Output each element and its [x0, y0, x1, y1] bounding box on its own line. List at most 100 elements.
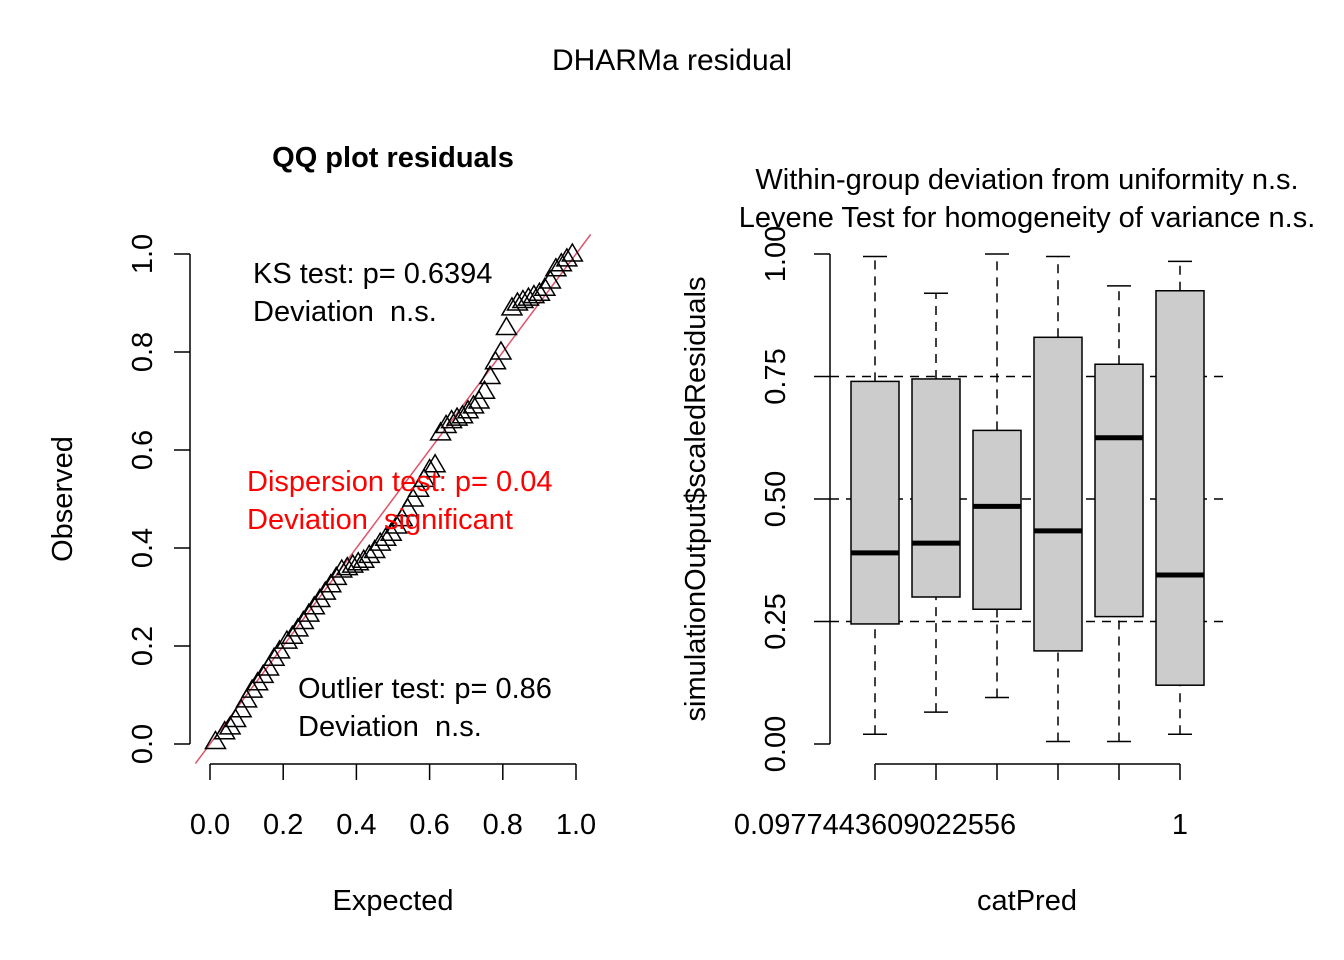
- boxplot-axes: 0.00 0.25 0.50 0.75 1.00 0.0977443609022556 1: [734, 226, 1188, 841]
- qq-point: [246, 671, 269, 691]
- qq-point: [385, 514, 408, 534]
- boxplot-box: [911, 378, 961, 598]
- qq-point: [473, 379, 496, 399]
- qq-points: [204, 242, 584, 750]
- boxplot-box: [972, 429, 1022, 610]
- qq-point: [257, 656, 280, 676]
- qq-annotations: KS test: p= 0.6394 Deviation n.s. Dispersi…: [247, 258, 552, 743]
- qq-point: [522, 284, 546, 304]
- qq-point: [352, 548, 376, 568]
- qq-point: [555, 247, 579, 267]
- qq-point: [561, 242, 584, 262]
- qq-point: [368, 531, 392, 551]
- boxplot-x-tick-label: 0.0977443609022556: [734, 809, 1016, 841]
- qq-point: [528, 281, 551, 301]
- qq-point: [330, 558, 354, 578]
- boxplot-y-tick-label: 0.75: [760, 348, 792, 404]
- boxplot-x-axis-label: catPred: [977, 885, 1077, 917]
- qq-point: [235, 688, 258, 708]
- qq-point: [313, 580, 337, 600]
- qq-x-tick-label: 0.6: [409, 809, 449, 841]
- qq-point: [262, 646, 286, 666]
- qq-point: [489, 340, 513, 360]
- qq-point: [357, 543, 381, 564]
- qq-point: [275, 629, 299, 649]
- qq-plot-panel: QQ plot residuals Expected Observed 0.0 0…: [47, 142, 596, 917]
- qq-point: [240, 678, 264, 698]
- qq-annotation-line: Deviation n.s.: [298, 711, 482, 743]
- qq-point: [363, 538, 387, 559]
- boxplot-y-tick-label: 0.00: [760, 716, 792, 772]
- boxplot-y-tick-label: 0.50: [760, 471, 792, 527]
- qq-point: [500, 296, 524, 316]
- qq-y-tick-label: 0.0: [127, 724, 159, 764]
- qq-point: [467, 389, 491, 409]
- boxplot-y-axis-label: simulationOutput$scaledResiduals: [680, 277, 712, 722]
- boxplot-box: [1033, 336, 1083, 652]
- boxplot-box: [1155, 290, 1205, 686]
- qq-point: [418, 458, 441, 478]
- qq-point: [379, 521, 403, 542]
- boxplot-panel: Within-group deviation from uniformity n…: [680, 164, 1315, 917]
- qq-point: [412, 467, 436, 488]
- qq-point: [229, 698, 253, 718]
- boxplot-x-tick-label: 1: [1172, 809, 1188, 841]
- qq-y-tick-label: 0.4: [127, 528, 159, 568]
- qq-x-tick-label: 0.0: [190, 809, 230, 841]
- qq-annotation-line: Outlier test: p= 0.86: [298, 673, 552, 705]
- qq-x-tick-label: 1.0: [556, 809, 596, 841]
- qq-y-tick-label: 1.0: [127, 234, 159, 274]
- qq-axes: 0.0 0.2 0.4 0.6 0.8 1.0 0.0 0.2 0.4 0.6 0.8 1.0: [127, 234, 596, 841]
- qq-point: [434, 414, 458, 434]
- qq-point: [544, 257, 568, 277]
- qq-point: [346, 551, 370, 571]
- boxplot-title-line-2: Levene Test for homogeneity of variance …: [739, 202, 1316, 234]
- boxplot-box: [1094, 363, 1144, 618]
- qq-point: [281, 624, 304, 644]
- qq-x-tick-label: 0.4: [336, 809, 376, 841]
- qq-point: [407, 477, 430, 497]
- qq-point: [224, 708, 247, 728]
- qq-point: [286, 617, 310, 637]
- qq-y-tick-label: 0.2: [127, 626, 159, 666]
- qq-y-tick-label: 0.8: [127, 332, 159, 372]
- qq-point: [451, 404, 474, 424]
- boxplot-y-tick-label: 0.25: [760, 593, 792, 649]
- qq-point: [445, 406, 469, 426]
- qq-x-axis-label: Expected: [333, 885, 454, 917]
- qq-point: [440, 409, 463, 429]
- qq-plot-title: QQ plot residuals: [272, 142, 514, 174]
- qq-point: [297, 602, 321, 622]
- qq-point: [292, 610, 315, 630]
- qq-annotation-line: Deviation n.s.: [253, 296, 437, 328]
- boxplot-title-line-1: Within-group deviation from uniformity n…: [755, 164, 1298, 196]
- qq-point: [423, 453, 447, 473]
- qq-point: [308, 587, 332, 608]
- qq-point: [550, 252, 573, 272]
- qq-point: [324, 565, 348, 586]
- qq-point: [204, 730, 227, 750]
- qq-point: [495, 316, 518, 336]
- qq-point: [251, 663, 275, 684]
- qq-x-tick-label: 0.8: [483, 809, 523, 841]
- qq-point: [429, 421, 452, 441]
- qq-point: [533, 276, 557, 297]
- boxplot-box: [850, 380, 900, 625]
- boxplot-boxes: [850, 253, 1205, 743]
- qq-point: [374, 526, 397, 546]
- qq-y-axis-label: Observed: [47, 436, 79, 562]
- qq-point: [506, 291, 529, 311]
- qq-point: [341, 553, 365, 573]
- qq-point: [390, 507, 414, 527]
- qq-annotation-line: KS test: p= 0.6394: [253, 258, 492, 290]
- qq-point: [268, 639, 291, 659]
- qq-point: [484, 350, 507, 370]
- boxplot-y-tick-label: 1.00: [760, 226, 792, 282]
- qq-point: [511, 289, 535, 309]
- qq-y-tick-label: 0.6: [127, 430, 159, 470]
- qq-point: [335, 556, 359, 576]
- qq-point: [302, 595, 326, 615]
- qq-point: [478, 365, 502, 385]
- qq-point: [396, 497, 419, 517]
